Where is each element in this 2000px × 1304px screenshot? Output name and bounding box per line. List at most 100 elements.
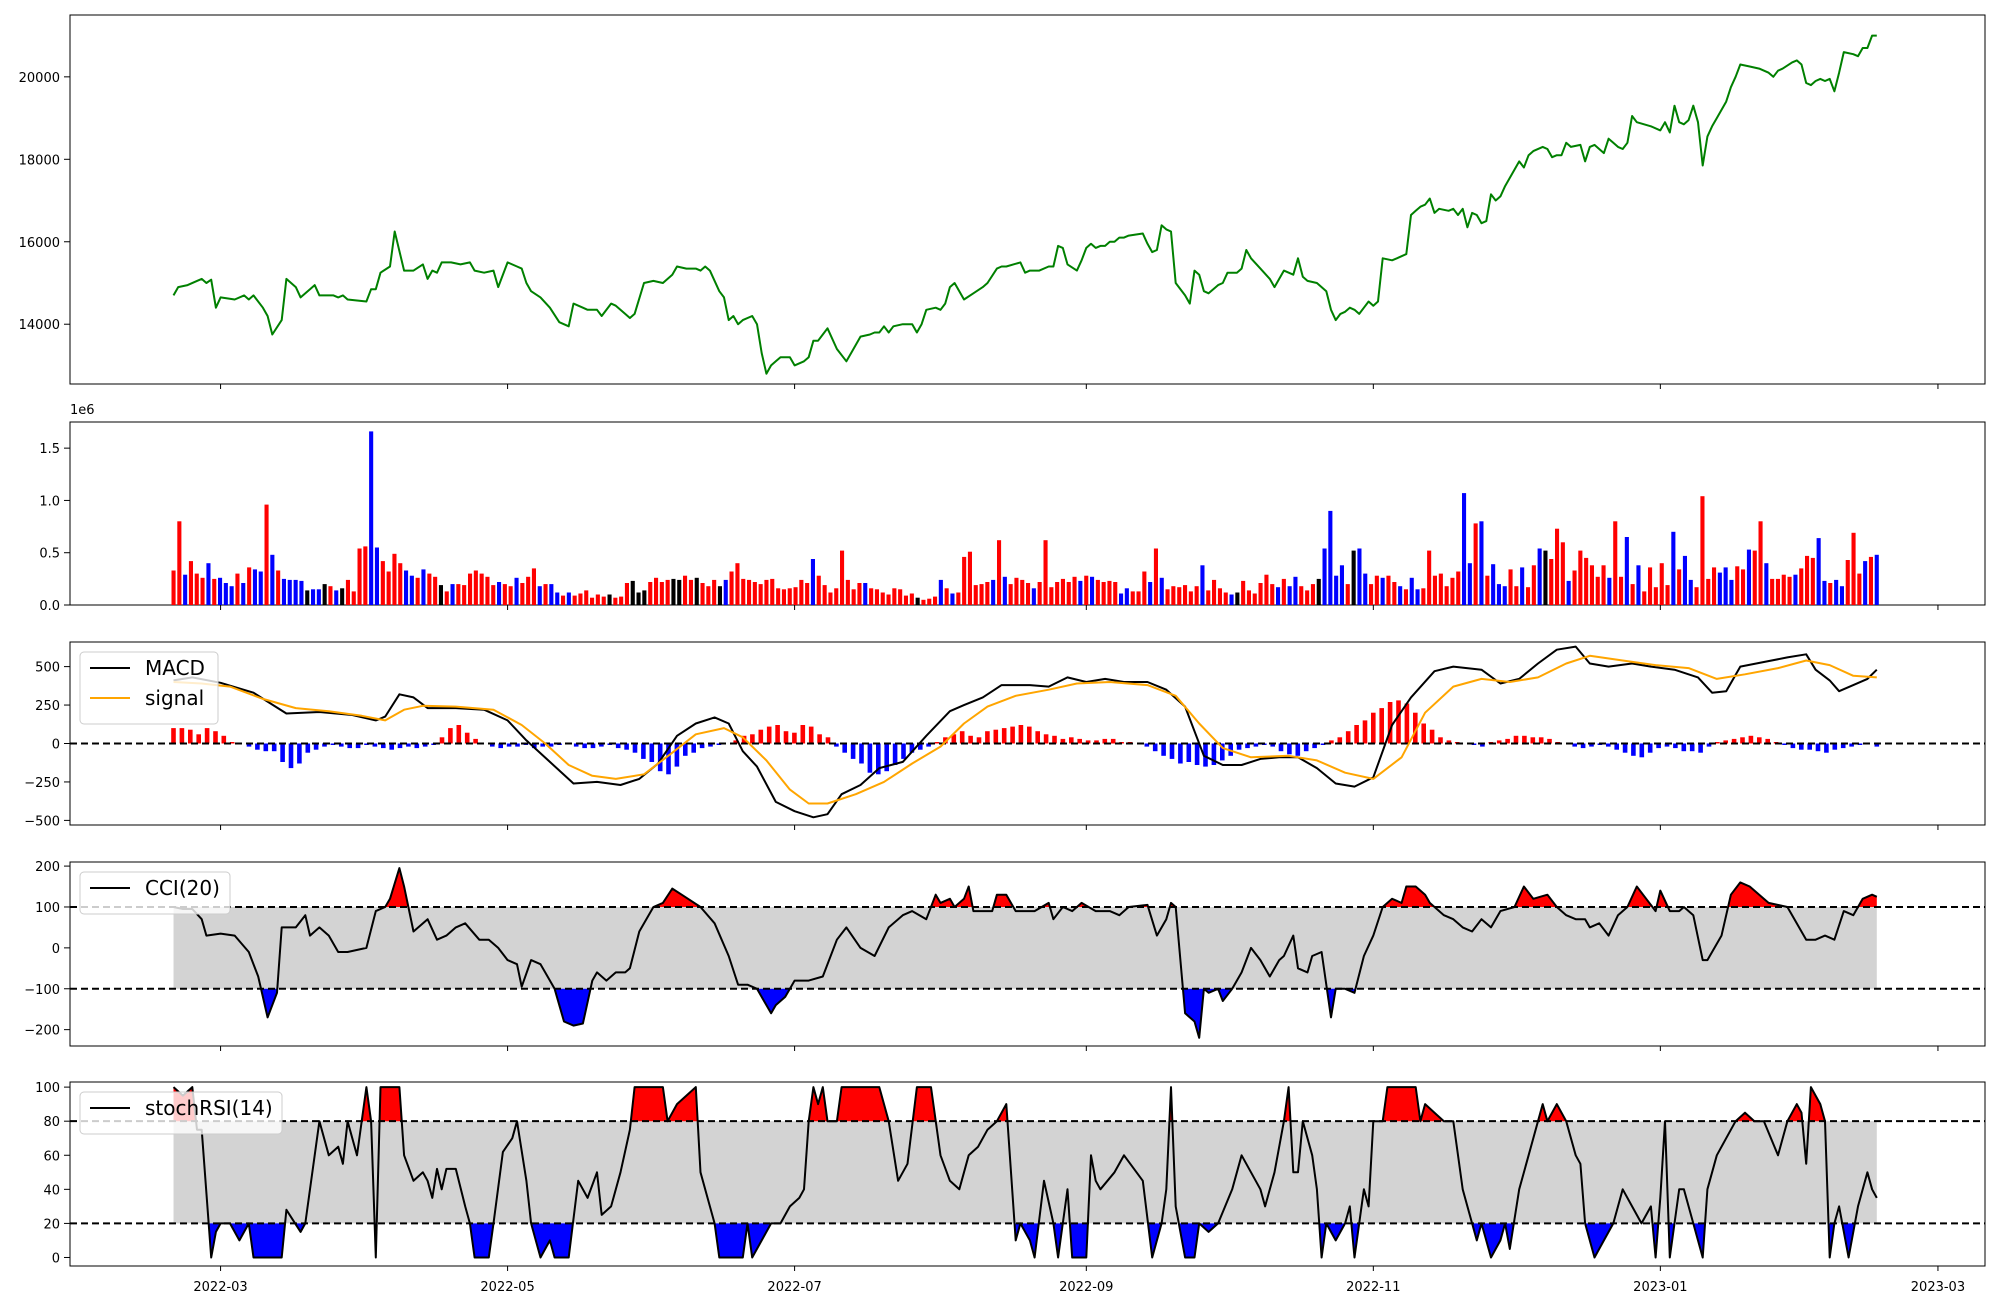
macd-histogram-bar — [439, 737, 445, 744]
macd-histogram-bar — [330, 743, 336, 745]
volume-bar — [997, 540, 1002, 605]
volume-bar — [1264, 574, 1269, 605]
macd-histogram-bar — [1303, 743, 1309, 752]
y-tick-label: 100 — [35, 901, 60, 916]
y-tick-label: −200 — [24, 1024, 60, 1039]
macd-histogram-bar — [1606, 743, 1611, 747]
macd-histogram-bar — [1027, 726, 1032, 744]
volume-bar — [991, 579, 996, 605]
volume-bar — [1613, 521, 1618, 605]
volume-bar — [1398, 586, 1403, 605]
volume-bar — [1066, 582, 1071, 605]
macd-histogram-bar — [783, 731, 789, 744]
macd-histogram-bar — [213, 731, 218, 744]
macd-histogram-bar — [1824, 743, 1829, 753]
volume-bar — [1369, 584, 1374, 605]
volume-bar — [293, 579, 298, 605]
volume-bar — [828, 592, 833, 605]
macd-histogram-bar — [263, 743, 269, 752]
macd-histogram-bar — [1144, 743, 1150, 747]
macd-histogram-bar — [766, 726, 772, 744]
volume-bar — [1607, 577, 1612, 605]
macd-histogram-bar — [959, 731, 965, 744]
volume-bar — [822, 585, 827, 605]
volume-bar — [1467, 563, 1472, 605]
macd-histogram-bar — [808, 726, 814, 744]
volume-bar — [1781, 574, 1786, 605]
volume-bar — [671, 578, 676, 605]
volume-bar — [200, 577, 205, 605]
volume-bar — [531, 568, 536, 605]
macd-histogram-bar — [1169, 743, 1175, 759]
macd-histogram-bar — [1052, 735, 1057, 744]
y-tick-label: 100 — [35, 1081, 60, 1096]
y-tick-label: 0 — [52, 737, 60, 752]
volume-bar — [1741, 569, 1746, 605]
volume-bar — [694, 577, 699, 605]
stochrsi-overbought-fill — [361, 1087, 372, 1122]
legend: stochRSI(14) — [79, 1091, 283, 1135]
volume-bar — [677, 579, 682, 605]
y-tick-label: 200 — [35, 860, 60, 875]
volume-bar — [1822, 580, 1827, 605]
volume-bar — [1409, 577, 1414, 605]
volume-bar — [369, 431, 374, 605]
volume-bar — [1113, 582, 1118, 605]
macd-histogram-bar — [733, 740, 738, 744]
macd-histogram-bar — [1547, 738, 1552, 744]
volume-bar — [1648, 567, 1653, 605]
macd-histogram-bar — [876, 743, 881, 775]
volume-bar — [683, 575, 688, 605]
macd-histogram-bar — [1698, 743, 1703, 753]
macd-histogram-bar — [288, 743, 294, 769]
volume-bar — [1543, 550, 1548, 605]
volume-bar — [706, 586, 711, 605]
macd-histogram-bar — [884, 743, 889, 772]
volume-bar — [1828, 583, 1833, 605]
volume-bar — [1258, 583, 1263, 605]
price-line — [172, 34, 1877, 375]
macd-histogram-bar — [867, 743, 873, 773]
volume-bar — [741, 578, 746, 605]
volume-bar — [485, 576, 490, 605]
macd-histogram-bar — [1396, 700, 1401, 744]
volume-bar — [1845, 560, 1850, 605]
macd-histogram-bar — [1043, 734, 1049, 744]
stochrsi-oversold-fill — [1053, 1223, 1063, 1258]
macd-histogram-bar — [1639, 743, 1645, 758]
volume-bar — [340, 588, 345, 605]
macd-histogram-bar — [1085, 740, 1091, 744]
volume-bar — [688, 579, 693, 605]
macd-histogram-bar — [842, 743, 847, 753]
stochrsi-oversold-fill — [747, 1223, 772, 1258]
volume-bar — [212, 578, 217, 605]
volume-bar — [781, 589, 786, 605]
volume-bar — [1653, 587, 1658, 605]
cci-overbought-fill — [1627, 886, 1653, 907]
macd-histogram-bar — [532, 743, 537, 749]
volume-bar — [1130, 591, 1135, 605]
stochrsi-oversold-fill — [1020, 1223, 1039, 1258]
macd-histogram-bar — [976, 737, 982, 744]
volume-bar — [1642, 591, 1647, 605]
macd-panel-frame — [69, 641, 1986, 826]
volume-bar — [810, 559, 815, 605]
volume-bar — [776, 588, 781, 605]
macd-histogram-bar — [1740, 737, 1745, 744]
macd-histogram-bar — [1245, 743, 1250, 749]
macd-histogram-bar — [758, 729, 764, 744]
volume-bar — [1473, 523, 1478, 605]
macd-histogram-bar — [1505, 738, 1510, 744]
volume-bar — [1415, 589, 1420, 605]
volume-bar — [1008, 584, 1013, 605]
volume-bar — [1549, 559, 1554, 605]
volume-bar — [1735, 566, 1740, 605]
volume-bar — [299, 580, 304, 605]
macd-histogram-bar — [934, 742, 940, 744]
volume-bar — [1810, 557, 1815, 605]
cci-oversold-fill — [261, 988, 278, 1018]
volume-bar — [700, 583, 705, 605]
macd-histogram-bar — [1689, 743, 1695, 752]
macd-histogram-bar — [364, 743, 369, 745]
volume-bar — [840, 550, 845, 605]
